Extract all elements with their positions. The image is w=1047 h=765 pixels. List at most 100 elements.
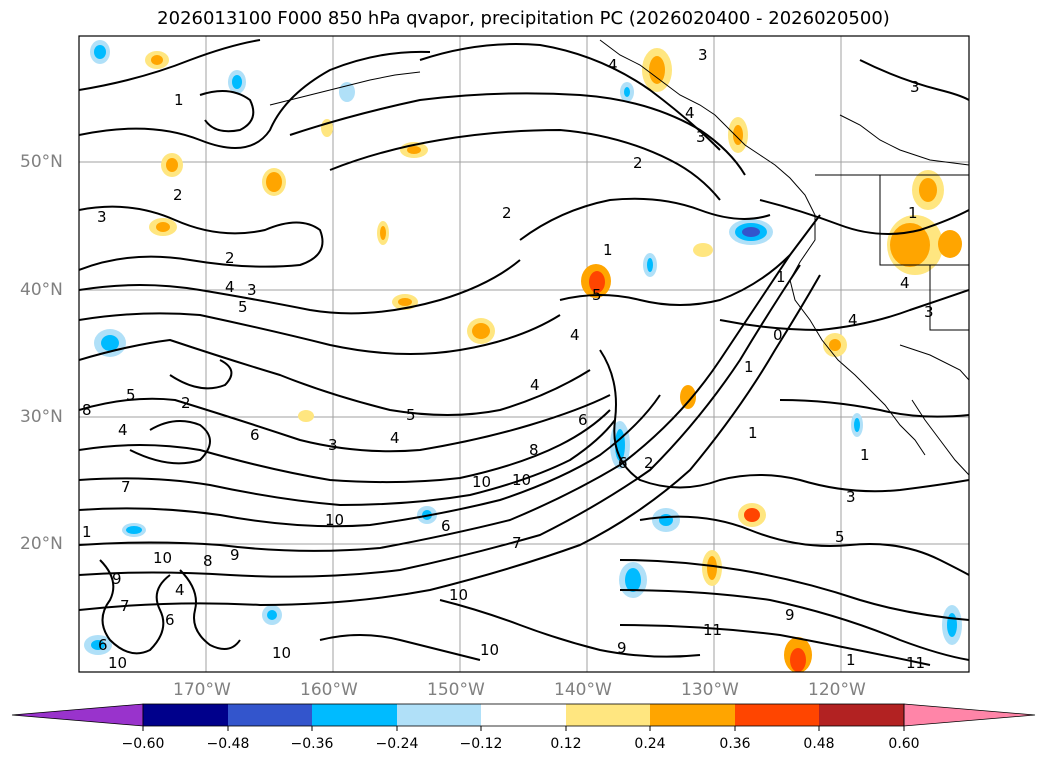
map-title: 2026013100 F000 850 hPa qvapor, precipit… <box>157 8 890 29</box>
lon-label-160w: 160°W <box>300 680 358 700</box>
colorbar-tick-label: 0.36 <box>719 736 751 752</box>
lat-label-30n: 30°N <box>20 407 63 427</box>
svg-text:11: 11 <box>703 621 722 639</box>
svg-text:3: 3 <box>910 78 920 96</box>
svg-text:4: 4 <box>685 104 695 122</box>
svg-text:3: 3 <box>696 128 706 146</box>
svg-text:10: 10 <box>472 473 491 491</box>
svg-text:4: 4 <box>390 429 400 447</box>
svg-text:6: 6 <box>578 411 588 429</box>
coastlines <box>269 39 969 476</box>
svg-text:8: 8 <box>529 441 539 459</box>
lon-label-170w: 170°W <box>173 680 231 700</box>
svg-text:1: 1 <box>744 358 754 376</box>
svg-text:5: 5 <box>238 298 248 316</box>
svg-text:7: 7 <box>120 597 130 615</box>
svg-text:3: 3 <box>698 46 708 64</box>
svg-text:10: 10 <box>108 654 127 672</box>
colorbar-segment <box>735 704 819 726</box>
svg-text:5: 5 <box>835 528 845 546</box>
svg-text:3: 3 <box>328 436 338 454</box>
svg-text:5: 5 <box>592 286 602 304</box>
svg-text:9: 9 <box>112 570 122 588</box>
svg-text:10: 10 <box>153 549 172 567</box>
svg-text:6: 6 <box>441 517 451 535</box>
svg-text:3: 3 <box>846 488 856 506</box>
svg-text:4: 4 <box>608 56 618 74</box>
svg-text:9: 9 <box>785 606 795 624</box>
colorbar-segment <box>481 704 566 726</box>
svg-text:1: 1 <box>908 204 918 222</box>
svg-text:8: 8 <box>203 552 213 570</box>
contours <box>79 39 969 666</box>
lon-label-150w: 150°W <box>427 680 485 700</box>
svg-text:7: 7 <box>512 534 522 552</box>
svg-text:4: 4 <box>530 376 540 394</box>
colorbar-frame <box>142 703 905 727</box>
svg-text:1: 1 <box>776 268 786 286</box>
svg-text:2: 2 <box>173 186 183 204</box>
svg-text:10: 10 <box>449 586 468 604</box>
svg-text:2: 2 <box>633 154 643 172</box>
lon-label-130w: 130°W <box>681 680 739 700</box>
colorbar-tick-label: 0.24 <box>634 736 666 752</box>
svg-text:1: 1 <box>748 424 758 442</box>
colorbar-tick-label: −0.60 <box>121 736 165 752</box>
svg-text:11: 11 <box>906 654 925 672</box>
svg-text:4: 4 <box>225 278 235 296</box>
colorbar-segment <box>397 704 481 726</box>
colorbar-tick-label: −0.36 <box>290 736 334 752</box>
contour-labels: 1 2 3 2 3 5 4 5 2 6 4 8 7 1 10 8 9 9 4 7… <box>82 46 934 672</box>
svg-text:4: 4 <box>848 311 858 329</box>
svg-text:5: 5 <box>126 386 136 404</box>
svg-text:10: 10 <box>272 644 291 662</box>
svg-text:4: 4 <box>175 581 185 599</box>
colorbar-extend-low <box>11 703 144 727</box>
svg-text:3: 3 <box>97 208 107 226</box>
svg-text:6: 6 <box>618 454 628 472</box>
svg-text:5: 5 <box>406 406 416 424</box>
svg-text:8: 8 <box>82 401 92 419</box>
svg-text:6: 6 <box>98 636 108 654</box>
svg-text:4: 4 <box>570 326 580 344</box>
svg-text:1: 1 <box>82 523 92 541</box>
svg-text:3: 3 <box>924 303 934 321</box>
lat-label-20n: 20°N <box>20 534 63 554</box>
map-frame <box>78 35 970 673</box>
colorbar <box>11 703 1036 731</box>
svg-text:1: 1 <box>860 446 870 464</box>
svg-text:7: 7 <box>121 478 131 496</box>
colorbar-extend-high <box>903 703 1036 727</box>
svg-text:10: 10 <box>325 511 344 529</box>
svg-text:3: 3 <box>247 281 257 299</box>
svg-text:6: 6 <box>250 426 260 444</box>
svg-text:1: 1 <box>603 241 613 259</box>
lon-label-120w: 120°W <box>808 680 866 700</box>
svg-text:1: 1 <box>174 91 184 109</box>
svg-text:4: 4 <box>118 421 128 439</box>
svg-text:0: 0 <box>773 326 783 344</box>
svg-text:2: 2 <box>502 204 512 222</box>
colorbar-segment <box>566 704 650 726</box>
svg-text:10: 10 <box>512 471 531 489</box>
colorbar-segment <box>650 704 735 726</box>
svg-text:9: 9 <box>617 639 627 657</box>
colorbar-tick-label: −0.48 <box>206 736 250 752</box>
colorbar-segment <box>143 704 228 726</box>
svg-text:4: 4 <box>900 274 910 292</box>
colorbar-segment <box>312 704 397 726</box>
svg-text:1: 1 <box>846 651 856 669</box>
colorbar-segment <box>228 704 312 726</box>
lat-label-50n: 50°N <box>20 152 63 172</box>
colorbar-tick-label: 0.60 <box>888 736 920 752</box>
colorbar-tick-label: −0.24 <box>375 736 419 752</box>
svg-text:9: 9 <box>230 546 240 564</box>
map-plot: 1 2 3 2 3 5 4 5 2 6 4 8 7 1 10 8 9 9 4 7… <box>79 36 969 672</box>
svg-text:2: 2 <box>644 454 654 472</box>
lat-label-40n: 40°N <box>20 280 63 300</box>
colorbar-tick-label: −0.12 <box>459 736 503 752</box>
colorbar-tick-label: 0.48 <box>803 736 835 752</box>
svg-text:2: 2 <box>181 394 191 412</box>
svg-text:6: 6 <box>165 611 175 629</box>
